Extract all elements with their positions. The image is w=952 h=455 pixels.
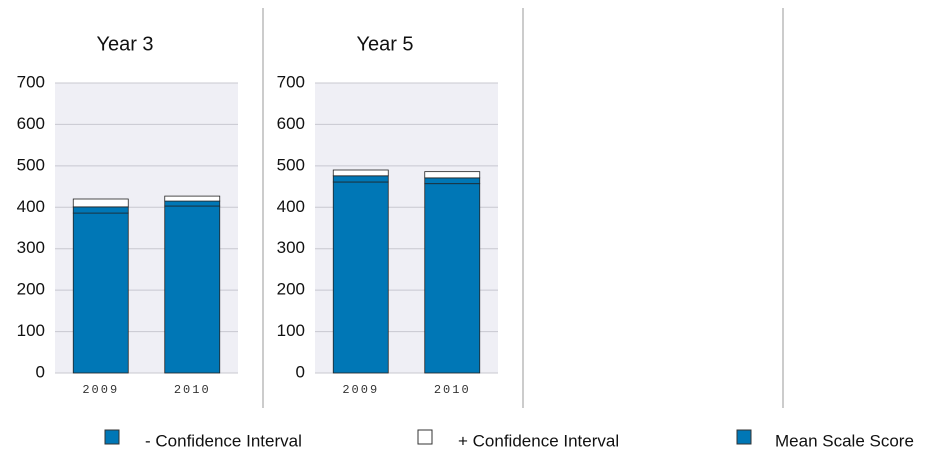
y-tick-label: 100 [17,321,45,340]
bar-segment [424,183,481,374]
y-tick-label: 500 [17,155,45,174]
x-tick-label: 2009 [82,383,119,397]
bar-segment [72,212,129,374]
bar-segment [164,205,221,374]
legend-swatch [104,429,120,445]
bar-segment [332,169,389,177]
y-tick-label: 600 [277,114,305,133]
legend-label: Mean Scale Score [775,431,914,450]
legend-swatch [417,429,433,445]
legend-label: + Confidence Interval [458,431,619,450]
y-tick-label: 0 [36,362,45,381]
y-tick-label: 700 [17,72,45,91]
y-tick-label: 600 [17,114,45,133]
x-tick-label: 2010 [174,383,211,397]
bar-segment [424,177,481,185]
bar-segment [332,175,389,183]
chart-title: Year 3 [96,33,153,55]
y-tick-label: 300 [277,238,305,257]
y-tick-label: 200 [17,280,45,299]
bar-segment [332,181,389,374]
bar-segment [164,200,221,207]
bar-segment [72,206,129,214]
y-tick-label: 400 [17,197,45,216]
chart-title: Year 5 [356,33,413,55]
y-tick-label: 300 [17,238,45,257]
bar-segment [424,171,481,179]
y-tick-label: 500 [277,155,305,174]
legend-swatch [736,429,752,445]
bar-segment [164,195,221,202]
y-tick-label: 0 [296,362,305,381]
legend-label: - Confidence Interval [145,431,302,450]
y-tick-label: 400 [277,197,305,216]
y-tick-label: 700 [277,72,305,91]
x-tick-label: 2009 [342,383,379,397]
bar-segment [72,198,129,208]
y-tick-label: 200 [277,280,305,299]
x-tick-label: 2010 [434,383,471,397]
y-tick-label: 100 [277,321,305,340]
